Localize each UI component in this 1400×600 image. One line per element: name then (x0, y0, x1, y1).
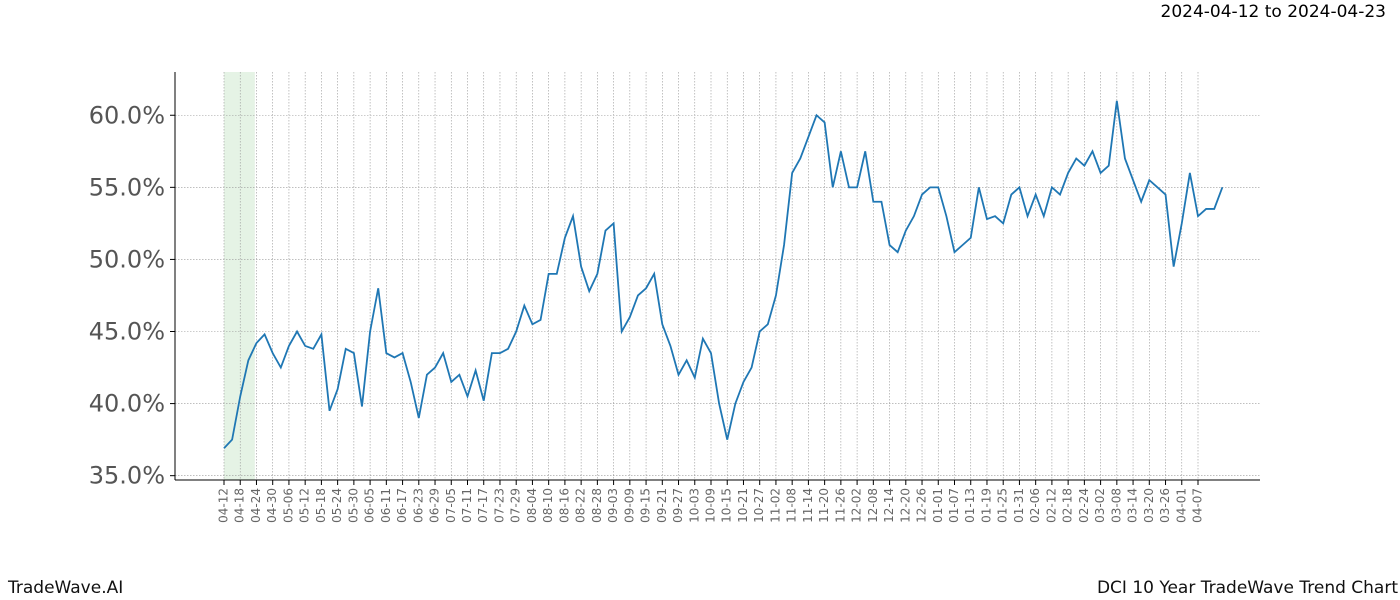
x-tick-label: 12-26 (915, 488, 929, 523)
x-tick-label: 04-30 (265, 488, 279, 523)
x-tick-label: 03-08 (1109, 488, 1123, 523)
x-tick-label: 05-18 (314, 488, 328, 523)
x-tick-label: 07-29 (509, 488, 523, 523)
x-tick-label: 03-20 (1142, 488, 1156, 523)
x-tick-label: 09-21 (655, 488, 669, 523)
x-tick-label: 08-04 (525, 488, 539, 523)
x-tick-label: 06-11 (379, 488, 393, 523)
x-tick-label: 11-14 (801, 488, 815, 523)
x-tick-label: 04-07 (1191, 488, 1205, 523)
x-tick-label: 09-03 (606, 488, 620, 523)
x-tick-label: 12-20 (898, 488, 912, 523)
x-tick-label: 01-13 (963, 488, 977, 523)
x-tick-label: 04-18 (233, 488, 247, 523)
y-tick-label: 35.0% (89, 462, 165, 490)
x-tick-label: 12-02 (850, 488, 864, 523)
x-tick-label: 03-26 (1158, 488, 1172, 523)
y-tick-label: 55.0% (89, 173, 165, 201)
x-tick-label: 07-23 (492, 488, 506, 523)
x-tick-label: 07-05 (444, 488, 458, 523)
x-tick-label: 07-11 (460, 488, 474, 523)
x-tick-label: 02-12 (1044, 488, 1058, 523)
x-tick-label: 05-12 (298, 488, 312, 523)
y-tick-label: 60.0% (89, 101, 165, 129)
x-tick-label: 06-23 (411, 488, 425, 523)
x-tick-label: 11-08 (785, 488, 799, 523)
x-tick-label: 11-20 (817, 488, 831, 523)
x-tick-label: 04-12 (217, 488, 231, 523)
x-tick-label: 01-07 (947, 488, 961, 523)
x-tick-label: 08-28 (590, 488, 604, 523)
x-tick-label: 02-18 (1061, 488, 1075, 523)
x-tick-label: 04-01 (1174, 488, 1188, 523)
x-tick-label: 04-24 (249, 488, 263, 523)
x-tick-label: 11-02 (768, 488, 782, 523)
footer-right: DCI 10 Year TradeWave Trend Chart (1097, 578, 1398, 598)
chart-title: 2024-04-12 to 2024-04-23 (1161, 2, 1386, 22)
x-tick-label: 01-31 (1012, 488, 1026, 523)
x-tick-label: 09-15 (639, 488, 653, 523)
x-tick-label: 08-16 (557, 488, 571, 523)
x-tick-label: 10-09 (704, 488, 718, 523)
x-tick-label: 08-22 (574, 488, 588, 523)
x-tick-label: 02-06 (1028, 488, 1042, 523)
x-tick-label: 05-24 (330, 488, 344, 523)
y-tick-label: 50.0% (89, 245, 165, 273)
y-tick-label: 40.0% (89, 390, 165, 418)
x-tick-label: 03-02 (1093, 488, 1107, 523)
y-tick-label: 45.0% (89, 318, 165, 346)
x-tick-label: 09-09 (622, 488, 636, 523)
x-tick-label: 03-14 (1126, 488, 1140, 523)
x-tick-label: 01-01 (931, 488, 945, 523)
x-tick-label: 12-08 (866, 488, 880, 523)
x-tick-label: 12-14 (882, 488, 896, 523)
x-tick-label: 05-30 (346, 488, 360, 523)
x-tick-label: 10-27 (752, 488, 766, 523)
footer-left: TradeWave.AI (7, 578, 123, 598)
highlight-band (224, 72, 255, 480)
x-tick-label: 08-10 (541, 488, 555, 523)
x-tick-label: 06-05 (363, 488, 377, 523)
x-tick-label: 06-29 (428, 488, 442, 523)
x-tick-label: 06-17 (395, 488, 409, 523)
x-tick-label: 10-15 (720, 488, 734, 523)
x-tick-label: 01-19 (979, 488, 993, 523)
x-tick-label: 09-27 (671, 488, 685, 523)
x-tick-label: 02-24 (1077, 488, 1091, 523)
x-tick-label: 07-17 (476, 488, 490, 523)
x-tick-label: 10-03 (687, 488, 701, 523)
x-tick-label: 11-26 (833, 488, 847, 523)
x-tick-label: 01-25 (996, 488, 1010, 523)
x-tick-label: 10-21 (736, 488, 750, 523)
x-tick-label: 05-06 (281, 488, 295, 523)
trend-line (223, 100, 1224, 449)
